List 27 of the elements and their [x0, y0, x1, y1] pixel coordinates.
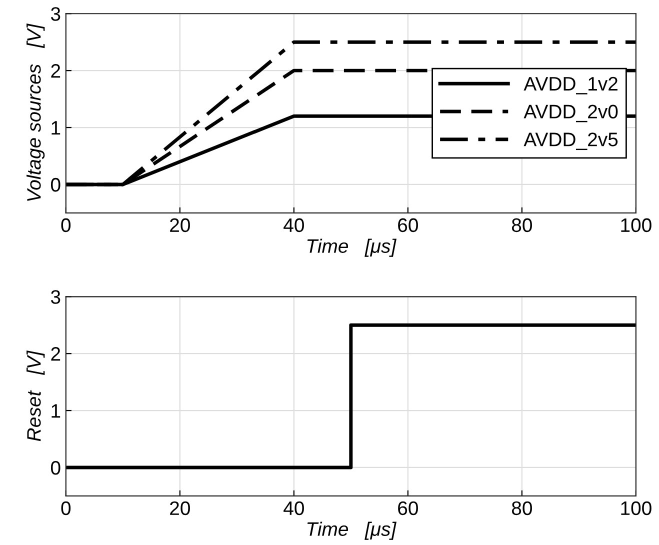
y-tick-label: 1 [52, 404, 60, 418]
x-axis-title: Time [μs] [307, 238, 397, 257]
x-tick-label: 0 [61, 501, 71, 516]
legend-label: AVDD_2v0 [524, 104, 618, 122]
y-tick-label: 1 [52, 121, 60, 135]
x-tick-label: 80 [512, 501, 532, 516]
y-tick-label: 3 [50, 290, 60, 304]
y-tick-label: 0 [50, 178, 60, 192]
legend-label: AVDD_1v2 [524, 76, 618, 94]
x-tick-label: 100 [621, 218, 652, 232]
x-tick-label: 0 [61, 218, 71, 232]
legend-label: AVDD_2v5 [524, 132, 618, 150]
x-tick-label: 40 [284, 501, 304, 516]
y-tick-label: 2 [51, 347, 60, 361]
x-tick-label: 60 [398, 218, 418, 232]
x-tick-label: 60 [398, 501, 418, 516]
y-axis-title: Voltage sources [V] [26, 24, 45, 201]
x-tick-label: 100 [621, 501, 652, 516]
y-tick-label: 3 [50, 7, 60, 21]
x-tick-label: 20 [170, 501, 190, 516]
y-tick-label: 0 [50, 460, 60, 475]
x-tick-label: 80 [512, 218, 532, 232]
x-tick-label: 20 [170, 218, 190, 232]
x-tick-label: 40 [284, 218, 304, 232]
x-axis-title: Time [μs] [307, 522, 397, 540]
y-axis-title: Reset [V] [26, 350, 45, 442]
y-tick-label: 2 [51, 64, 60, 78]
